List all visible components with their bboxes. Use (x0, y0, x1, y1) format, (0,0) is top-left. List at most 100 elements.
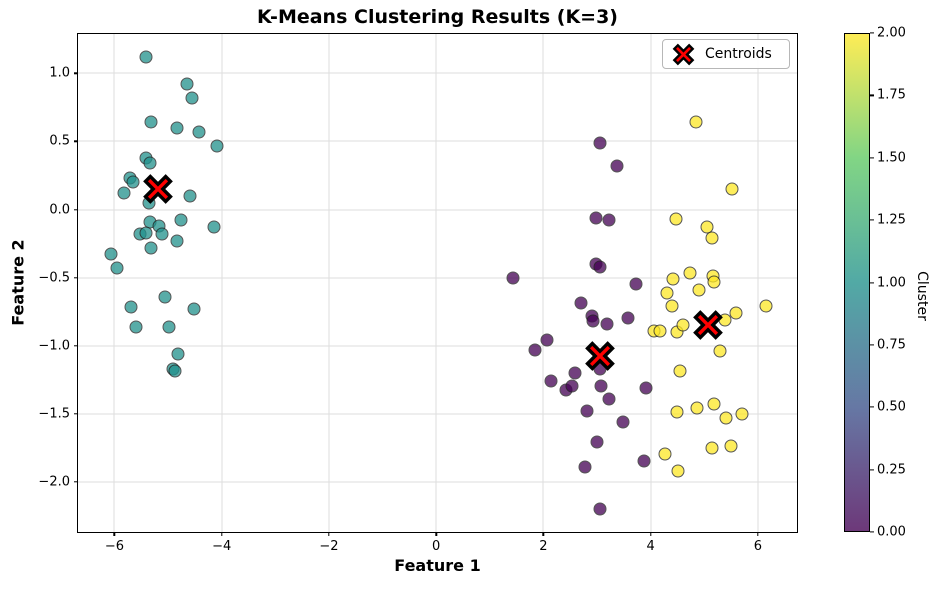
data-point-cluster-2 (673, 364, 687, 378)
data-point-cluster-0 (589, 211, 603, 225)
data-point-cluster-2 (724, 439, 738, 453)
gridline-x (542, 34, 544, 532)
data-point-cluster-2 (683, 266, 697, 280)
y-tick-mark (74, 208, 78, 211)
colorbar-tick-label: 1.25 (877, 212, 906, 228)
data-point-cluster-0 (610, 159, 624, 173)
data-point-cluster-0 (602, 213, 616, 227)
data-point-cluster-2 (705, 441, 719, 455)
data-point-cluster-0 (586, 314, 600, 328)
data-point-cluster-0 (540, 333, 554, 347)
colorbar-tick-mark (870, 469, 874, 471)
data-point-cluster-1 (207, 220, 221, 234)
data-point-cluster-2 (759, 299, 773, 313)
data-point-cluster-0 (506, 271, 520, 285)
x-tick-mark (328, 532, 330, 536)
data-point-cluster-0 (565, 379, 579, 393)
data-point-cluster-2 (735, 407, 749, 421)
data-point-cluster-2 (689, 115, 703, 129)
data-point-cluster-1 (162, 320, 176, 334)
data-point-cluster-1 (170, 121, 184, 135)
data-point-cluster-0 (616, 415, 630, 429)
colorbar-tick-mark (870, 531, 874, 533)
data-point-cluster-1 (158, 290, 172, 304)
x-axis-label: Feature 1 (394, 556, 481, 575)
centroid-marker (583, 339, 617, 373)
colorbar-tick-label: 1.75 (877, 87, 906, 103)
x-tick-mark (757, 532, 759, 536)
data-point-cluster-0 (639, 381, 653, 395)
data-point-cluster-0 (590, 435, 604, 449)
data-point-cluster-2 (671, 464, 685, 478)
centroid-marker (691, 308, 725, 342)
data-point-cluster-0 (528, 343, 542, 357)
y-tick-mark (74, 140, 78, 143)
colorbar-tick-mark (870, 157, 874, 159)
data-point-cluster-0 (629, 277, 643, 291)
data-point-cluster-0 (568, 366, 582, 380)
data-point-cluster-2 (666, 272, 680, 286)
data-point-cluster-0 (593, 136, 607, 150)
x-tick-mark (113, 532, 116, 536)
y-tick-label: −1.5 (38, 406, 70, 422)
y-tick-mark (74, 276, 78, 279)
data-point-cluster-0 (578, 460, 592, 474)
colorbar-tick-mark (870, 219, 874, 221)
colorbar (844, 33, 870, 532)
chart-title: K-Means Clustering Results (K=3) (256, 6, 618, 28)
data-point-cluster-0 (602, 392, 616, 406)
data-point-cluster-2 (705, 231, 719, 245)
data-point-cluster-1 (124, 300, 138, 314)
gridline-x (757, 34, 759, 532)
data-point-cluster-1 (210, 139, 224, 153)
gridline-y (78, 413, 797, 415)
data-point-cluster-1 (183, 189, 197, 203)
colorbar-tick-label: 0.75 (877, 337, 906, 353)
y-tick-label: −0.5 (38, 270, 70, 286)
colorbar-tick-label: 2.00 (877, 25, 906, 41)
gridline-x (113, 34, 115, 532)
data-point-cluster-1 (155, 227, 169, 241)
data-point-cluster-2 (653, 324, 667, 338)
gridline-x (435, 34, 437, 532)
y-tick-label: −2.0 (38, 474, 70, 490)
data-point-cluster-1 (139, 50, 153, 64)
gridline-y (78, 72, 797, 74)
data-point-cluster-1 (104, 247, 118, 261)
y-axis-label: Feature 2 (8, 239, 28, 326)
x-tick-label: 0 (432, 539, 441, 554)
data-point-cluster-2 (713, 344, 727, 358)
data-point-cluster-1 (185, 91, 199, 105)
data-point-cluster-1 (139, 226, 153, 240)
legend-label-centroids: Centroids (705, 46, 772, 62)
gridline-y (78, 481, 797, 483)
data-point-cluster-1 (117, 186, 131, 200)
x-tick-label: 2 (539, 539, 548, 554)
data-point-cluster-2 (670, 405, 684, 419)
gridline-x (221, 34, 223, 532)
y-tick-mark (74, 480, 78, 483)
data-point-cluster-1 (192, 125, 206, 139)
data-point-cluster-1 (170, 234, 184, 248)
data-point-cluster-1 (110, 261, 124, 275)
x-tick-mark (649, 532, 652, 536)
legend: Centroids (662, 39, 790, 69)
data-point-cluster-2 (692, 283, 706, 297)
data-point-cluster-1 (144, 241, 158, 255)
colorbar-tick-mark (870, 281, 874, 284)
colorbar-tick-mark (870, 32, 874, 34)
y-tick-mark (74, 344, 78, 347)
data-point-cluster-2 (676, 318, 690, 332)
y-tick-label: 0.0 (49, 202, 70, 218)
colorbar-gradient (845, 34, 869, 531)
data-point-cluster-2 (665, 299, 679, 313)
colorbar-tick-label: 1.00 (877, 275, 906, 290)
y-tick-label: 1.0 (49, 65, 70, 81)
data-point-cluster-1 (126, 175, 140, 189)
y-tick-mark (74, 412, 78, 415)
data-point-cluster-0 (593, 502, 607, 516)
colorbar-tick-label: 0.50 (877, 399, 906, 415)
gridline-x (650, 34, 652, 532)
data-point-cluster-1 (187, 302, 201, 316)
